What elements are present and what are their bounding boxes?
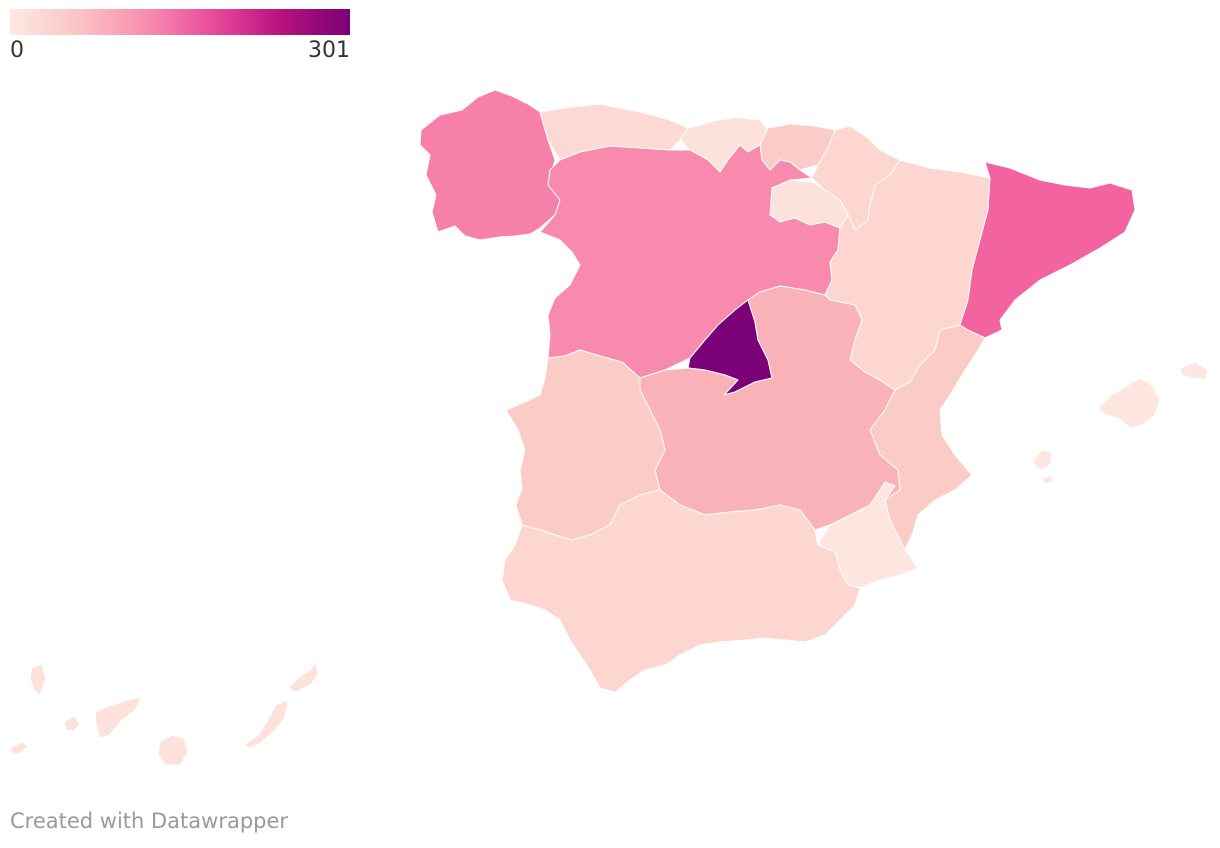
region-canarias-la-palma[interactable] [29,663,47,696]
region-galicia[interactable] [419,89,561,241]
region-canarias-tenerife[interactable] [94,696,143,739]
region-andalucia[interactable] [501,489,861,693]
legend-max-label: 301 [308,38,350,63]
legend-gradient-bar [10,9,350,35]
datawrapper-credit: Created with Datawrapper [10,809,289,833]
region-baleares-ibiza[interactable] [1031,449,1053,471]
color-legend: 0 301 [10,9,350,63]
region-cataluna[interactable] [959,161,1136,339]
region-baleares-mallorca[interactable] [1097,377,1161,429]
region-canarias-lanzarote[interactable] [287,661,319,693]
region-canarias-gran-canaria[interactable] [157,734,189,766]
region-baleares-menorca[interactable] [1179,361,1209,381]
region-canarias-el-hierro[interactable] [9,741,29,755]
region-canarias-la-gomera[interactable] [63,715,81,732]
region-baleares-formentera[interactable] [1041,475,1054,484]
region-canarias-fuerteventura[interactable] [243,699,289,749]
legend-min-label: 0 [10,38,24,63]
